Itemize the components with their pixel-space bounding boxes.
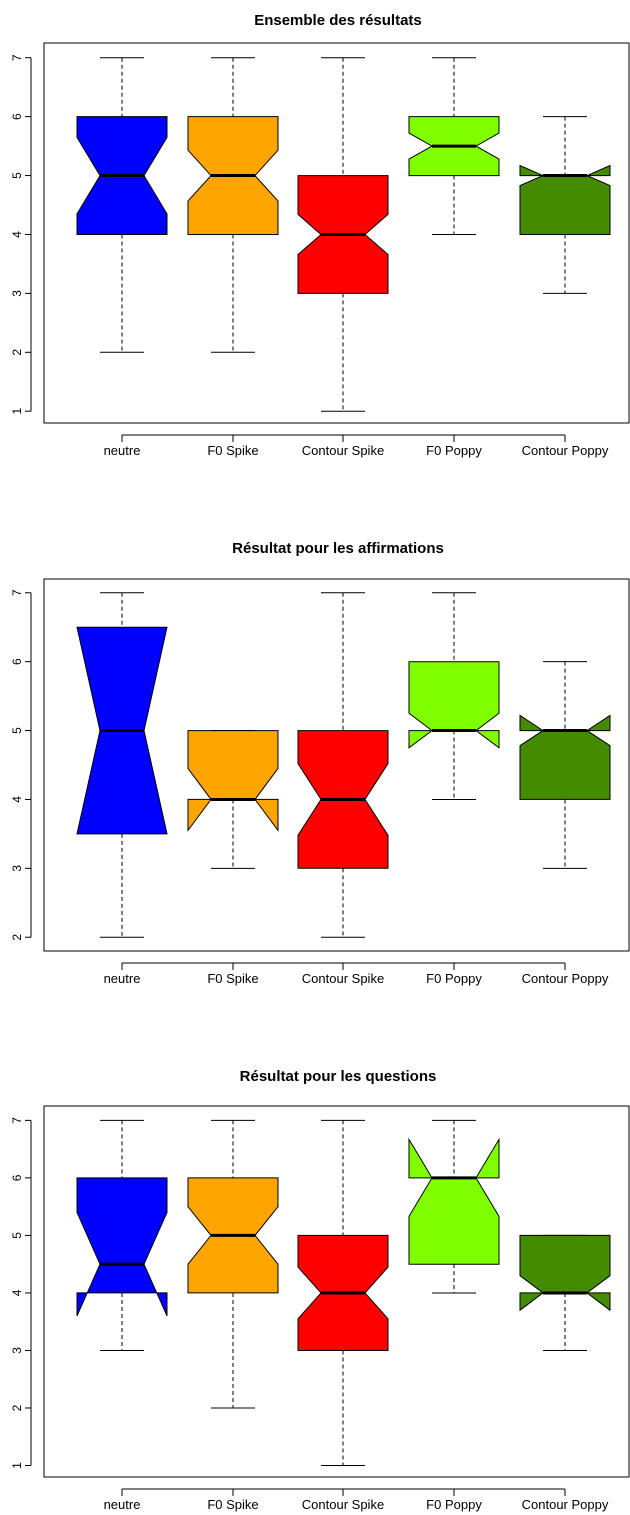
boxplot-panel-2: Résultat pour les affirmations 2 3 4 5 6 7 neu…: [10, 540, 630, 986]
chart-title: Résultat pour les questions: [240, 1068, 437, 1085]
y-tick-label: 1: [10, 1462, 24, 1469]
plot-area: 2 3 4 5 6 7 neutre F0 Spike Contour Spike F0 Popp…: [10, 578, 630, 986]
box-neutre: [76, 57, 168, 353]
x-tick-label: neutre: [104, 443, 141, 458]
y-tick-label: 3: [10, 290, 24, 297]
box-contour-poppy: [519, 661, 611, 869]
notched-box: [408, 1137, 500, 1265]
x-tick-label: Contour Spike: [302, 443, 384, 458]
y-tick-label: 3: [10, 865, 24, 872]
box-contour-spike: [297, 57, 389, 412]
x-tick-label: Contour Spike: [302, 1497, 384, 1512]
y-tick-label: 7: [10, 54, 24, 61]
y-tick-label: 7: [10, 1117, 24, 1124]
x-tick-label: F0 Poppy: [426, 1497, 482, 1512]
y-tick-label: 6: [10, 1174, 24, 1181]
y-tick-label: 5: [10, 172, 24, 179]
y-tick-label: 4: [10, 1289, 24, 1296]
box-f0-poppy: [408, 57, 500, 235]
y-tick-label: 6: [10, 113, 24, 120]
x-tick-label: Contour Poppy: [522, 971, 609, 986]
x-tick-label: F0 Spike: [207, 971, 258, 986]
notched-box: [408, 661, 500, 749]
box-contour-poppy: [519, 116, 611, 294]
x-tick-label: Contour Poppy: [522, 1497, 609, 1512]
box-neutre: [76, 1119, 168, 1351]
y-tick-label: 2: [10, 349, 24, 356]
boxplot-panel-3: Résultat pour les questions 1 2 3 4 5 6 7 neutr…: [10, 1068, 630, 1512]
y-tick-label: 1: [10, 408, 24, 415]
box-f0-spike: [187, 1119, 279, 1409]
x-tick-label: neutre: [104, 1497, 141, 1512]
plot-area: 1 2 3 4 5 6 7 neutre F0 Spike Contour Spike F0 Pop…: [10, 1105, 630, 1512]
chart-title: Résultat pour les affirmations: [232, 540, 444, 557]
y-tick-label: 7: [10, 589, 24, 596]
box-neutre: [76, 592, 168, 938]
y-tick-label: 3: [10, 1347, 24, 1354]
y-tick-label: 2: [10, 1404, 24, 1411]
x-tick-label: F0 Poppy: [426, 971, 482, 986]
box-contour-poppy: [519, 1234, 611, 1351]
plot-frame: [43, 42, 630, 424]
box-f0-poppy: [408, 1119, 500, 1294]
box-contour-spike: [297, 592, 389, 938]
box-f0-poppy: [408, 592, 500, 800]
x-tick-label: F0 Spike: [207, 1497, 258, 1512]
notched-box: [519, 164, 611, 235]
notched-box: [519, 714, 611, 800]
x-tick-label: Contour Spike: [302, 971, 384, 986]
y-tick-label: 4: [10, 796, 24, 803]
y-tick-label: 2: [10, 934, 24, 941]
x-tick-label: neutre: [104, 971, 141, 986]
plot-frame: [43, 1105, 630, 1478]
box-f0-spike: [187, 730, 279, 869]
plot-frame: [43, 578, 630, 952]
y-tick-label: 5: [10, 727, 24, 734]
x-tick-label: F0 Poppy: [426, 443, 482, 458]
box-f0-spike: [187, 57, 279, 353]
boxplot-panel-1: Ensemble des résultats 1 2 3 4 5 6 7 neutre F0 S…: [10, 12, 630, 458]
notched-box: [187, 730, 279, 832]
plot-area: 1 2 3 4 5 6 7 neutre F0 Spike Contour Spike F0 Pop…: [10, 42, 630, 458]
x-tick-label: F0 Spike: [207, 443, 258, 458]
box-contour-spike: [297, 1119, 389, 1466]
y-tick-label: 4: [10, 231, 24, 238]
y-tick-label: 6: [10, 658, 24, 665]
notched-box: [76, 1177, 168, 1317]
x-tick-label: Contour Poppy: [522, 443, 609, 458]
chart-title: Ensemble des résultats: [254, 12, 422, 29]
notched-box: [519, 1234, 611, 1312]
y-tick-label: 5: [10, 1232, 24, 1239]
